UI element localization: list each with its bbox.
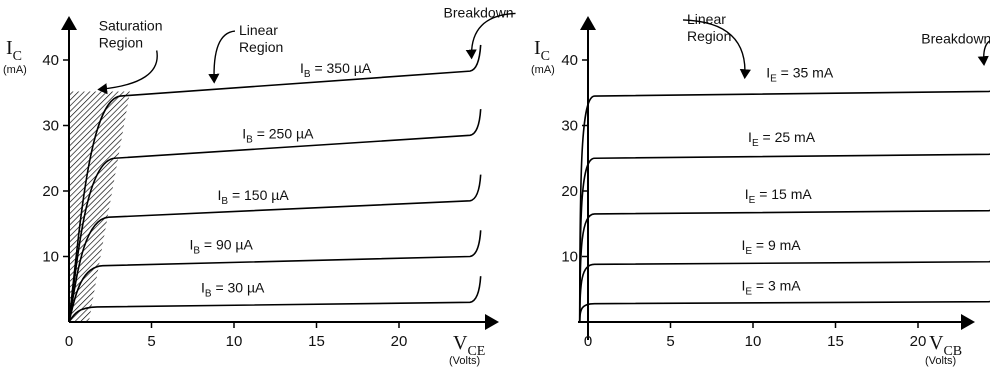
annotation-arrow — [208, 30, 236, 84]
x-tick-label: 5 — [666, 333, 674, 350]
x-tick-label: 0 — [584, 333, 592, 350]
annotation-label: Saturation Region — [99, 18, 163, 51]
series-label: IB = 90 µA — [189, 236, 253, 256]
series-label: IE = 25 mA — [748, 129, 816, 149]
y-tick-label: 20 — [42, 183, 59, 200]
series-curve — [68, 44, 482, 323]
series-label: IE = 15 mA — [745, 186, 813, 206]
x-tick-label: 20 — [910, 333, 927, 350]
y-axis-unit: (mA) — [531, 64, 555, 76]
series-curve — [68, 230, 482, 323]
y-axis-label: IC — [534, 37, 550, 64]
annotation-arrow — [682, 19, 751, 80]
common-base-chart: 0 5 10 15 20 10 20 30 40 IC(mA) VCB(Volts) IE = 3 m… — [531, 11, 990, 367]
y-tick-label: 40 — [561, 52, 578, 69]
annotation-label: Breakdown — [444, 4, 514, 20]
x-tick-label: 5 — [147, 333, 155, 350]
x-axis-unit: (Volts) — [449, 355, 480, 367]
series-curve — [68, 109, 482, 323]
y-tick-label: 10 — [42, 249, 59, 266]
x-tick-label: 0 — [65, 333, 73, 350]
x-tick-label: 15 — [827, 333, 844, 350]
series-curve — [578, 90, 990, 323]
series-label: IB = 250 µA — [242, 126, 314, 146]
common-emitter-chart: 0 5 10 15 20 10 20 30 40 IC(mA) VCE(Volts) IB = 30 … — [3, 4, 516, 367]
annotation-label: Linear Region — [687, 11, 731, 44]
series-label: IE = 3 mA — [741, 278, 801, 298]
x-axis-unit: (Volts) — [925, 355, 956, 367]
y-tick-label: 10 — [561, 249, 578, 266]
x-tick-label: 10 — [745, 333, 762, 350]
series-label: IE = 35 mA — [766, 65, 834, 85]
series-label: IE = 9 mA — [741, 237, 801, 257]
y-tick-label: 30 — [42, 118, 59, 135]
series-label: IB = 150 µA — [218, 187, 290, 207]
y-tick-label: 40 — [42, 52, 59, 69]
annotation-label: Breakdown — [921, 31, 990, 47]
saturation-region-shading — [69, 91, 131, 322]
y-tick-label: 30 — [561, 118, 578, 135]
x-tick-label: 10 — [226, 333, 243, 350]
y-tick-label: 20 — [561, 183, 578, 200]
series-curve — [68, 174, 482, 323]
annotation-arrow — [977, 40, 990, 66]
series-label: IB = 350 µA — [300, 60, 372, 80]
series-curve — [68, 276, 482, 323]
x-tick-label: 20 — [391, 333, 408, 350]
x-tick-label: 15 — [308, 333, 325, 350]
annotation-arrow — [97, 50, 158, 95]
x-axis-label: VCE — [453, 332, 485, 359]
y-axis-label: IC — [6, 37, 22, 64]
y-axis-unit: (mA) — [3, 64, 27, 76]
annotation-label: Linear Region — [239, 22, 283, 55]
x-axis-label: VCB — [929, 332, 962, 359]
series-label: IB = 30 µA — [201, 280, 265, 300]
annotation-arrow — [465, 12, 516, 60]
